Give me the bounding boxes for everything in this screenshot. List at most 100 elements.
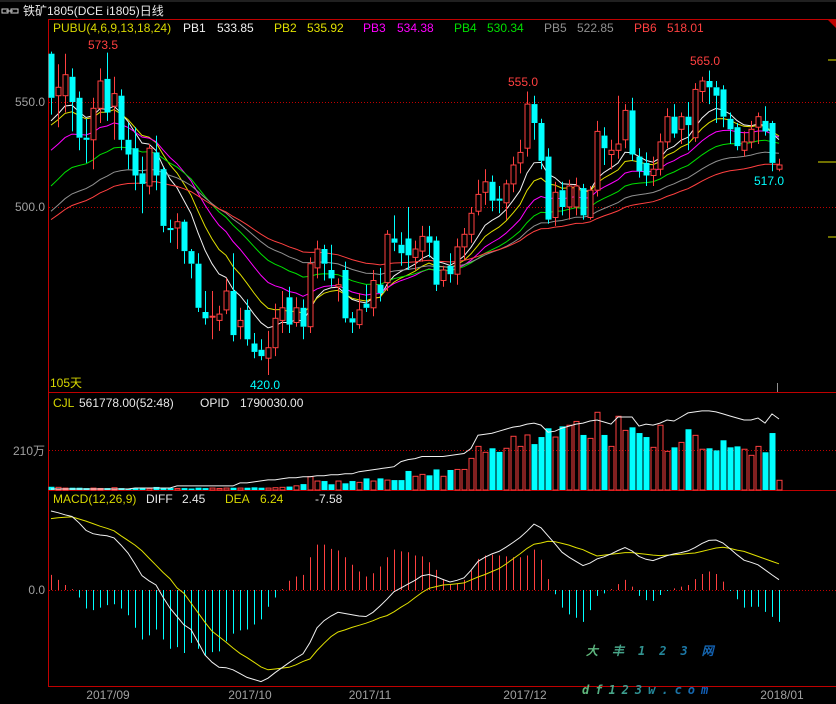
volume-bar xyxy=(503,447,510,491)
x-tick-2017-09: 2017/09 xyxy=(86,688,130,702)
candle xyxy=(615,95,622,159)
candle-body xyxy=(524,103,531,149)
candle xyxy=(146,144,153,195)
candle-body xyxy=(748,128,755,143)
candle-body xyxy=(391,238,398,243)
volume-bar xyxy=(776,479,783,491)
candle xyxy=(139,156,146,214)
candle-body xyxy=(76,97,83,138)
volume-bar xyxy=(440,475,447,491)
pb5-label: PB5 xyxy=(544,21,567,35)
candle xyxy=(419,225,426,262)
volume-bar xyxy=(454,468,461,491)
candle-body xyxy=(580,188,587,216)
candle xyxy=(706,70,713,105)
candle xyxy=(265,330,272,375)
volume-bar xyxy=(279,486,286,491)
volume-bar xyxy=(594,411,601,491)
candle-body xyxy=(454,246,461,275)
annotation-high-555: 555.0 xyxy=(508,75,538,89)
candle-body xyxy=(685,116,692,126)
annotation-low-420: 420.0 xyxy=(250,378,280,392)
volume-bar xyxy=(461,468,468,491)
candle xyxy=(69,68,76,132)
candle xyxy=(48,51,55,115)
candle xyxy=(447,253,454,283)
volume-bar xyxy=(685,429,692,490)
candle-body xyxy=(405,238,412,256)
candle xyxy=(216,305,223,331)
candle-body xyxy=(153,152,160,176)
candle-body xyxy=(419,235,426,252)
candlesticks xyxy=(48,51,783,375)
candle-body xyxy=(433,240,440,285)
candle xyxy=(538,118,545,170)
candle xyxy=(517,139,524,174)
opid-label: OPID xyxy=(200,396,230,410)
volume-bar xyxy=(370,480,377,491)
pb5-value: 522.85 xyxy=(577,21,614,35)
candle-body xyxy=(517,151,524,164)
x-tick-2017-11: 2017/11 xyxy=(349,688,392,702)
link-icon[interactable] xyxy=(1,8,19,14)
volume-bar xyxy=(139,488,146,490)
candle xyxy=(566,179,573,220)
candle xyxy=(118,89,125,151)
candle xyxy=(678,112,685,144)
volume-bar xyxy=(286,486,293,490)
candle xyxy=(342,261,349,323)
pb3-label: PB3 xyxy=(363,21,386,35)
volume-bar xyxy=(769,433,776,490)
candle-body xyxy=(412,248,419,258)
macd-value: -7.58 xyxy=(315,492,343,506)
volume-bar xyxy=(258,487,265,490)
candle-body xyxy=(678,116,685,130)
candle xyxy=(90,97,97,170)
opid-value: 1790030.00 xyxy=(240,396,304,410)
candle-body xyxy=(699,80,706,92)
candle xyxy=(55,64,62,128)
candle xyxy=(258,339,265,361)
pb4-value: 530.34 xyxy=(487,21,524,35)
candle xyxy=(762,106,769,136)
candle-body xyxy=(636,156,643,172)
candle-body xyxy=(671,116,678,134)
volume-bar xyxy=(615,415,622,491)
candle-body xyxy=(125,139,132,155)
volume-bar xyxy=(216,487,223,491)
candle xyxy=(531,95,538,140)
volume-bar xyxy=(475,445,482,491)
volume-bar xyxy=(363,478,370,490)
candle-body xyxy=(384,233,391,284)
candle-body xyxy=(657,141,664,170)
candle xyxy=(125,123,132,170)
annotation-high-573: 573.5 xyxy=(88,38,118,52)
volume-bar xyxy=(573,420,580,491)
candle xyxy=(230,253,237,342)
candle xyxy=(468,207,475,243)
pubu-line-pb4 xyxy=(50,139,780,286)
volume-bar xyxy=(447,470,454,490)
volume-bar xyxy=(230,487,237,490)
volume-bar xyxy=(419,473,426,491)
candle xyxy=(608,139,615,170)
volume-bar xyxy=(328,484,335,490)
candle-body xyxy=(293,307,300,323)
candle-body xyxy=(573,185,580,208)
candle xyxy=(629,97,636,161)
candle-body xyxy=(314,248,321,269)
candle-body xyxy=(174,221,181,229)
candle xyxy=(237,307,244,340)
volume-bar xyxy=(300,484,307,490)
candle-body xyxy=(566,185,573,208)
x-tick-2018-01: 2018/01 xyxy=(760,688,804,702)
candle-body xyxy=(111,93,118,107)
candle-body xyxy=(727,118,734,130)
candle xyxy=(503,179,510,220)
candle xyxy=(692,83,699,142)
candle-body xyxy=(503,183,510,204)
candle xyxy=(132,127,139,191)
candle-body xyxy=(265,347,272,359)
candle xyxy=(496,186,503,214)
